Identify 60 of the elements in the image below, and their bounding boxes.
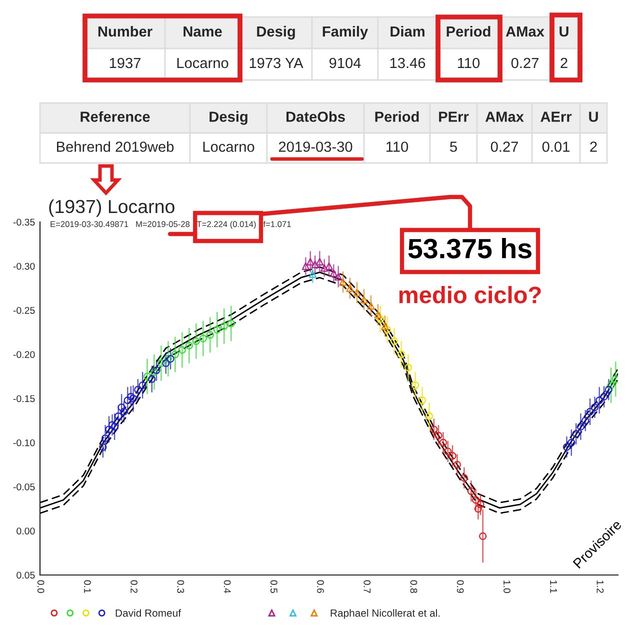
chart-title: (1937) Locarno — [49, 199, 174, 217]
category-label: Diam — [390, 26, 424, 37]
text: 110 — [458, 58, 480, 68]
x-tick-label: 0.8 — [410, 580, 418, 593]
category-label: PErr — [439, 112, 469, 122]
text: 5 — [450, 142, 457, 152]
annotation: 53.375 hs — [408, 238, 532, 258]
y-tick-label: -0.10 — [13, 439, 35, 446]
x-tick-label: 0.5 — [270, 580, 278, 593]
y-tick-label: -0.35 — [13, 218, 35, 226]
text: 0.27 — [490, 142, 518, 152]
y-tick-label: -0.05 — [13, 483, 35, 490]
text: 1937 — [110, 58, 140, 68]
text: Locarno — [177, 58, 228, 68]
x-tick-label: 0.2 — [130, 580, 138, 593]
y-tick-label: -0.25 — [13, 306, 35, 314]
annotation: medio ciclo? — [399, 286, 541, 304]
category-label: DateObs — [286, 111, 345, 122]
text: 2 — [590, 142, 597, 152]
text: 1973 YA — [250, 58, 304, 68]
category-label: U — [589, 112, 598, 122]
x-tick-label: 0.4 — [224, 580, 231, 594]
category-label: Desig — [210, 111, 248, 125]
category-label: Period — [375, 111, 419, 122]
x-tick-label: 1.0 — [504, 580, 510, 593]
category-label: Number — [98, 26, 152, 37]
category-label: Period — [446, 26, 490, 37]
text: 0.01 — [542, 142, 570, 152]
x-tick-label: 0.7 — [364, 580, 371, 593]
y-tick-label: -0.20 — [13, 351, 35, 358]
text: 0.27 — [511, 58, 538, 68]
text: 2 — [560, 58, 568, 68]
x-tick-label: 1.2 — [596, 580, 604, 593]
y-tick-label: -0.15 — [13, 395, 35, 402]
x-tick-label: 1.1 — [550, 580, 557, 593]
category-label: Name — [184, 26, 222, 37]
text: Behrend 2019web — [57, 141, 174, 152]
category-label: U — [560, 26, 568, 37]
x-tick-label: 0.1 — [84, 580, 91, 593]
text: Locarno — [203, 142, 254, 152]
x-tick-label: 0.9 — [456, 580, 464, 593]
category-label: AMax — [506, 26, 544, 37]
category-label: Family — [322, 26, 368, 40]
y-tick-label: 0.00 — [16, 528, 35, 534]
category-label: Desig — [257, 26, 295, 40]
y-tick-label: -0.30 — [13, 262, 35, 270]
legend-label: David Romeuf — [116, 609, 182, 617]
text: 2019-03-30 — [278, 142, 352, 152]
category-label: Reference — [80, 111, 150, 122]
x-tick-label: 0.6 — [317, 580, 324, 593]
x-tick-label: 0.0 — [37, 580, 44, 593]
text: 9104 — [329, 58, 361, 68]
text: 110 — [386, 142, 408, 152]
y-tick-label: 0.05 — [16, 572, 35, 579]
legend-label: Raphael Nicollerat et al. — [330, 609, 440, 619]
category-label: AErr — [540, 112, 572, 122]
category-label: AMax — [485, 112, 524, 122]
text: 13.46 — [390, 58, 426, 68]
x-tick-label: 0.3 — [177, 580, 184, 593]
chart-subtitle: E=2019-03-30.49871 M=2019-05-28 T=2.224 (0.014) f=1.071 — [50, 220, 291, 229]
